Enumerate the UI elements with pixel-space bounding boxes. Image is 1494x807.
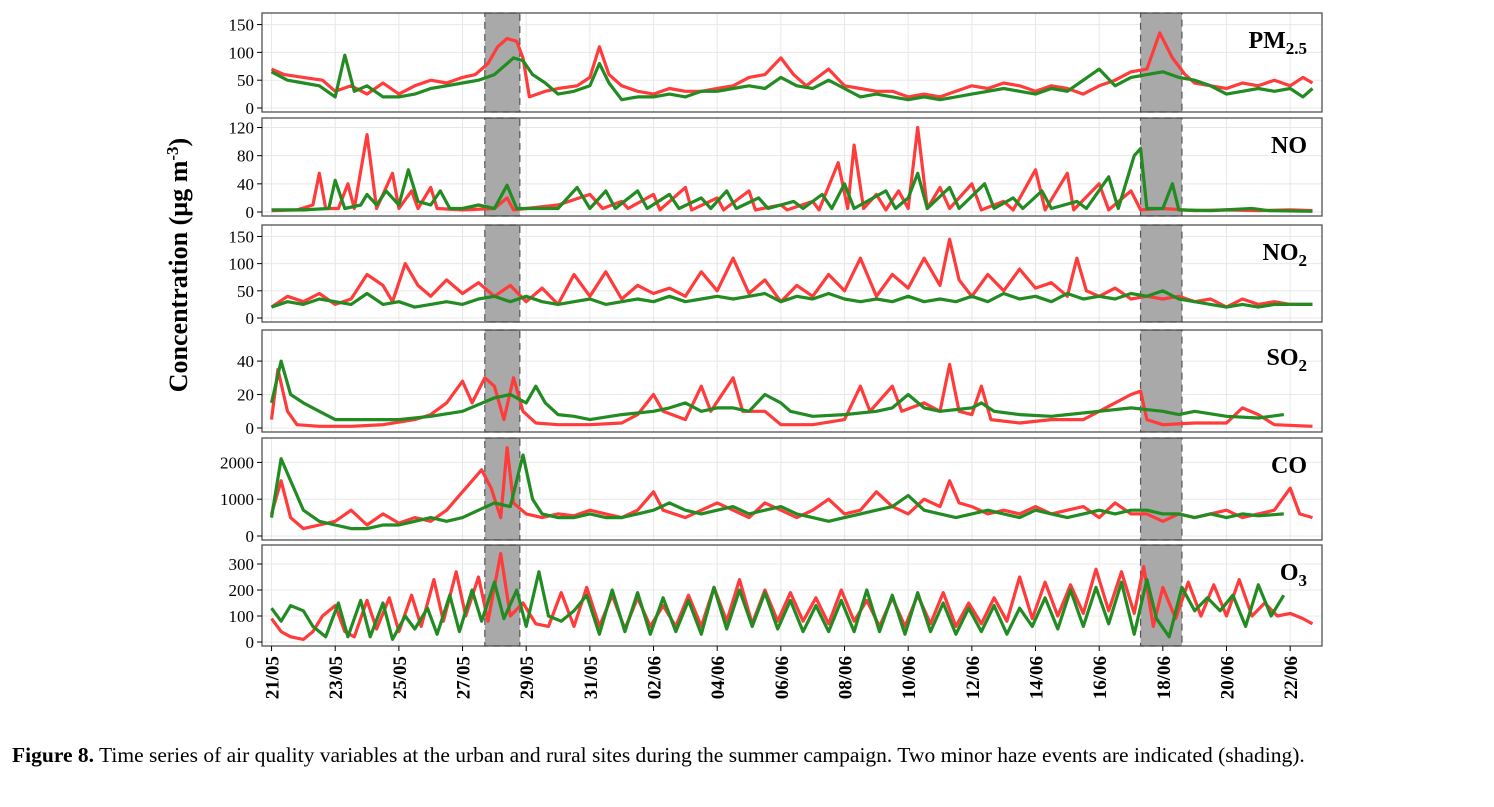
x-date-label: 29/05	[517, 656, 538, 699]
x-date-label: 22/06	[1281, 656, 1302, 699]
rural-series-line	[270, 53, 1314, 102]
y-axis-title: Concentration (µg m-3)	[163, 138, 193, 392]
x-date-label: 23/05	[326, 656, 347, 699]
haze-shading	[484, 224, 521, 323]
y-tick-label: 50	[237, 282, 254, 301]
panel-1: 120 80 40 0 NO	[229, 117, 1323, 222]
panel-2: 150 100 50 0 NO2	[229, 224, 1323, 328]
rural-series-line	[271, 147, 1313, 213]
x-date-label: 04/06	[708, 656, 729, 699]
x-date-label: 16/06	[1090, 656, 1111, 699]
y-tick-label: 2000	[220, 453, 254, 472]
x-date-label: 20/06	[1218, 656, 1239, 699]
y-tick-label: 0	[246, 527, 255, 546]
caption-label: Figure 8.	[12, 743, 95, 767]
y-tick-label: 20	[237, 386, 254, 405]
y-tick-label: 200	[229, 581, 255, 600]
rural-series-line	[269, 359, 1285, 422]
haze-shading	[1139, 437, 1183, 541]
rural-series-line	[270, 289, 1313, 309]
x-date-label: 31/05	[581, 656, 602, 699]
y-tick-label: 0	[246, 309, 255, 328]
y-tick-label: 0	[246, 99, 255, 118]
y-tick-label: 40	[237, 175, 254, 194]
haze-shading	[1139, 224, 1183, 323]
panel-frame	[261, 12, 1323, 113]
x-date-label: 12/06	[963, 656, 984, 699]
y-tick-label: 100	[229, 255, 255, 274]
panel-frame	[261, 329, 1323, 433]
y-tick-label: 100	[229, 607, 255, 626]
y-tick-label: 150	[229, 16, 255, 35]
panel-label: NO	[1271, 133, 1307, 159]
urban-series-line	[270, 31, 1314, 99]
y-tick-label: 80	[237, 147, 254, 166]
x-date-label: 08/06	[836, 656, 857, 699]
time-series-chart: 150 100 50 0 PM2.5 120 80 40 0 NO 150 100 50 0 NO2 40 20…	[163, 12, 1323, 699]
panel-frame	[261, 117, 1323, 217]
x-date-label: 02/06	[645, 656, 666, 699]
panel-label: O3	[1280, 560, 1307, 590]
y-tick-label: 0	[246, 633, 255, 652]
y-tick-label: 120	[229, 119, 255, 138]
x-date-label: 14/06	[1027, 656, 1048, 699]
rural-series-line	[270, 570, 1286, 642]
panel-4: 2000 1000 0 CO	[220, 437, 1323, 546]
panel-label: CO	[1271, 453, 1307, 479]
panel-label: PM2.5	[1248, 28, 1307, 58]
panel-0: 150 100 50 0 PM2.5	[229, 12, 1323, 118]
y-tick-label: 40	[237, 352, 254, 371]
y-tick-label: 0	[246, 203, 255, 222]
y-tick-label: 0	[246, 419, 255, 438]
y-tick-label: 50	[237, 71, 254, 90]
panel-5: 300 200 100 0 O3	[229, 544, 1323, 652]
urban-series-line	[269, 446, 1313, 531]
panel-3: 40 20 0 SO2	[237, 329, 1323, 438]
y-tick-label: 150	[229, 227, 255, 246]
x-date-label: 25/05	[390, 656, 411, 699]
y-tick-label: 300	[229, 555, 255, 574]
x-date-label: 18/06	[1154, 656, 1175, 699]
panel-frame	[261, 224, 1323, 323]
panel-label: SO2	[1266, 345, 1307, 375]
urban-series-line	[269, 362, 1313, 428]
x-date-label: 06/06	[772, 656, 793, 699]
rural-series-line	[269, 453, 1284, 531]
panel-label: NO2	[1263, 240, 1308, 270]
x-date-label: 10/06	[899, 656, 920, 699]
x-date-label: 27/05	[454, 656, 475, 699]
caption-text: Time series of air quality variables at …	[94, 743, 1305, 767]
panel-frame	[261, 544, 1323, 647]
x-date-label: 21/05	[263, 656, 284, 699]
y-tick-label: 100	[229, 43, 255, 62]
y-tick-label: 1000	[220, 490, 254, 509]
panel-frame	[261, 437, 1323, 541]
figure-caption: Figure 8. Time series of air quality var…	[12, 740, 1487, 771]
